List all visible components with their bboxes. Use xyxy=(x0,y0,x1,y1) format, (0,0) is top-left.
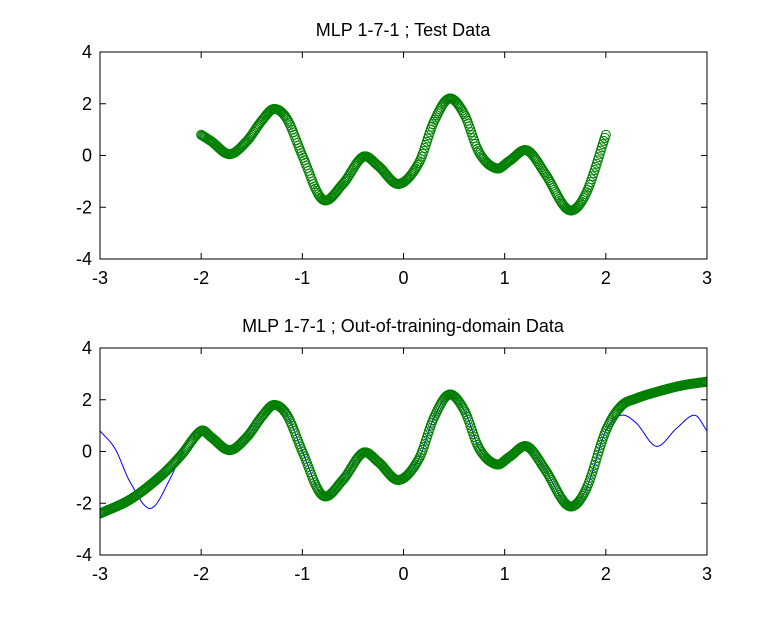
y-tick-label: 0 xyxy=(82,146,92,166)
data-point xyxy=(309,477,320,488)
y-tick-label: -4 xyxy=(76,545,92,565)
x-tick-label: -3 xyxy=(92,564,108,584)
subplot-test-data: MLP 1-7-1 ; Test Data -3 -2 -1 0 1 2 3 -4 -2 0 2 4 xyxy=(76,20,712,288)
y-tick-label: 2 xyxy=(82,94,92,114)
data-point xyxy=(284,414,295,424)
data-point xyxy=(414,452,425,463)
chart-title: MLP 1-7-1 ; Out-of-training-domain Data xyxy=(242,316,565,336)
y-tick-label: 4 xyxy=(82,338,92,358)
x-tick-label: -1 xyxy=(294,268,310,288)
data-point xyxy=(580,485,591,496)
marker-series xyxy=(196,93,611,216)
data-point xyxy=(460,407,471,418)
x-tick-label: 0 xyxy=(398,564,408,584)
data-point xyxy=(281,408,292,419)
x-tick-label: -3 xyxy=(92,268,108,288)
x-tick-label: 0 xyxy=(398,268,408,288)
data-point xyxy=(427,415,438,426)
data-point xyxy=(580,189,591,200)
data-layer xyxy=(196,93,611,216)
plot-area: -3 -2 -1 0 1 2 3 -4 -2 0 2 4 xyxy=(76,42,712,288)
y-tick-label: -2 xyxy=(76,493,92,513)
y-tick-label: -2 xyxy=(76,197,92,217)
data-point xyxy=(309,181,320,192)
data-point xyxy=(702,376,707,387)
chart-title: MLP 1-7-1 ; Test Data xyxy=(316,20,491,40)
x-tick-label: 1 xyxy=(500,268,510,288)
y-tick-label: 0 xyxy=(82,442,92,462)
data-point xyxy=(427,119,438,130)
data-point xyxy=(285,416,296,427)
data-point xyxy=(281,112,292,123)
y-tick-label: 4 xyxy=(82,42,92,62)
data-point xyxy=(600,425,611,436)
data-point xyxy=(600,129,611,140)
x-tick-label: 2 xyxy=(601,564,611,584)
x-tick-label: -2 xyxy=(193,564,209,584)
data-point xyxy=(297,150,308,161)
x-tick-label: 3 xyxy=(702,564,712,584)
marker-series xyxy=(100,376,707,519)
x-tick-label: -2 xyxy=(193,268,209,288)
subplot-out-of-domain-data: MLP 1-7-1 ; Out-of-training-domain Data … xyxy=(76,316,712,584)
plot-area: -3 -2 -1 0 1 2 3 -4 -2 0 2 4 xyxy=(76,338,712,584)
x-tick-label: 1 xyxy=(500,564,510,584)
y-tick-label: -4 xyxy=(76,249,92,269)
data-point xyxy=(100,508,105,519)
data-point xyxy=(581,187,592,198)
x-tick-label: 2 xyxy=(601,268,611,288)
x-tick-label: 3 xyxy=(702,268,712,288)
data-point xyxy=(414,156,425,167)
data-layer xyxy=(100,376,707,519)
y-tick-label: 2 xyxy=(82,390,92,410)
data-point xyxy=(284,118,295,128)
x-tick-label: -1 xyxy=(294,564,310,584)
data-point xyxy=(285,120,296,131)
data-point xyxy=(460,111,471,122)
